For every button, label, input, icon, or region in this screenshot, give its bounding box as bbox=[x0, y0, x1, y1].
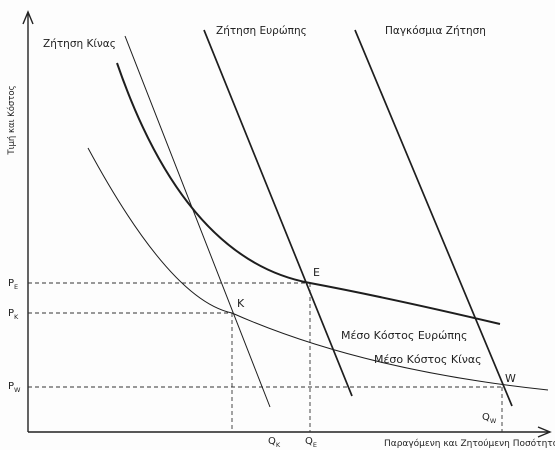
china-demand-curve bbox=[124, 35, 271, 408]
point-w-label: W bbox=[505, 372, 516, 385]
china-demand-label: Ζήτηση Κίνας bbox=[43, 38, 116, 50]
china-avg-cost-label: Μέσο Κόστος Κίνας bbox=[374, 353, 482, 366]
x-axis-arrow-icon bbox=[537, 426, 552, 438]
europe-demand-label: Ζήτηση Ευρώπης bbox=[216, 25, 307, 37]
tick-pk: PK bbox=[8, 308, 19, 321]
europe-demand-curve bbox=[203, 29, 353, 397]
europe-avg-cost-curve bbox=[116, 62, 501, 325]
point-k-label: K bbox=[237, 297, 245, 310]
point-e-label: E bbox=[313, 266, 320, 279]
tick-qw: QW bbox=[482, 412, 497, 425]
tick-pe: PE bbox=[8, 278, 18, 291]
x-axis-label: Παραγόμενη και Ζητούμενη Ποσότητα bbox=[384, 438, 555, 449]
europe-avg-cost-label: Μέσο Κόστος Ευρώπης bbox=[341, 329, 467, 342]
global-demand-label: Παγκόσμια Ζήτηση bbox=[385, 25, 486, 37]
y-axis-label: Τιμή και Κόστος bbox=[6, 85, 17, 155]
tick-pw: PW bbox=[8, 381, 21, 394]
y-axis-arrow-icon bbox=[22, 10, 34, 25]
tick-qe: QE bbox=[305, 436, 317, 449]
tick-qk: QK bbox=[268, 436, 281, 449]
global-demand-curve bbox=[354, 29, 513, 407]
china-avg-cost-curve bbox=[87, 147, 549, 391]
